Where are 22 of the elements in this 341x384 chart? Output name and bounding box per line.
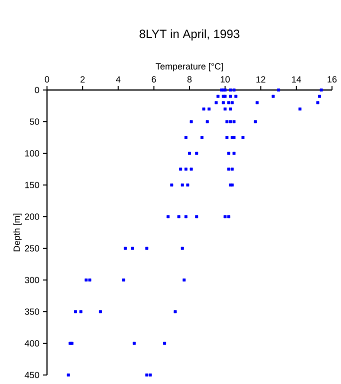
x-tick-label: 6 [152, 76, 156, 83]
x-tick-label: 10 [220, 76, 230, 83]
y-tick-label: 250 [24, 245, 40, 252]
y-tick-label: 450 [24, 372, 40, 378]
x-tick-label: 12 [256, 76, 266, 82]
y-tick-label: 0 [34, 86, 40, 94]
x-tick-label: 14 [292, 76, 302, 82]
y-tick-label: 400 [24, 340, 40, 347]
x-tick-label: 8 [187, 76, 192, 83]
y-tick-label: 350 [24, 308, 40, 315]
y-tick-label: 100 [25, 150, 40, 157]
y-tick-label: 150 [25, 182, 40, 188]
y-tick-label: 300 [24, 276, 40, 284]
y-tick-label: 200 [24, 213, 40, 220]
x-axis-title: Temperature [°C] [156, 62, 223, 72]
y-tick-label: 50 [30, 118, 40, 125]
x-tick-label: 16 [328, 76, 337, 83]
y-axis-title: Depth [m] [13, 214, 22, 252]
x-tick-label: 0 [44, 76, 50, 83]
x-tick-label: 2 [80, 76, 85, 82]
x-tick-label: 4 [116, 76, 120, 82]
chart-title: 8LYT in April, 1993 [140, 29, 240, 41]
